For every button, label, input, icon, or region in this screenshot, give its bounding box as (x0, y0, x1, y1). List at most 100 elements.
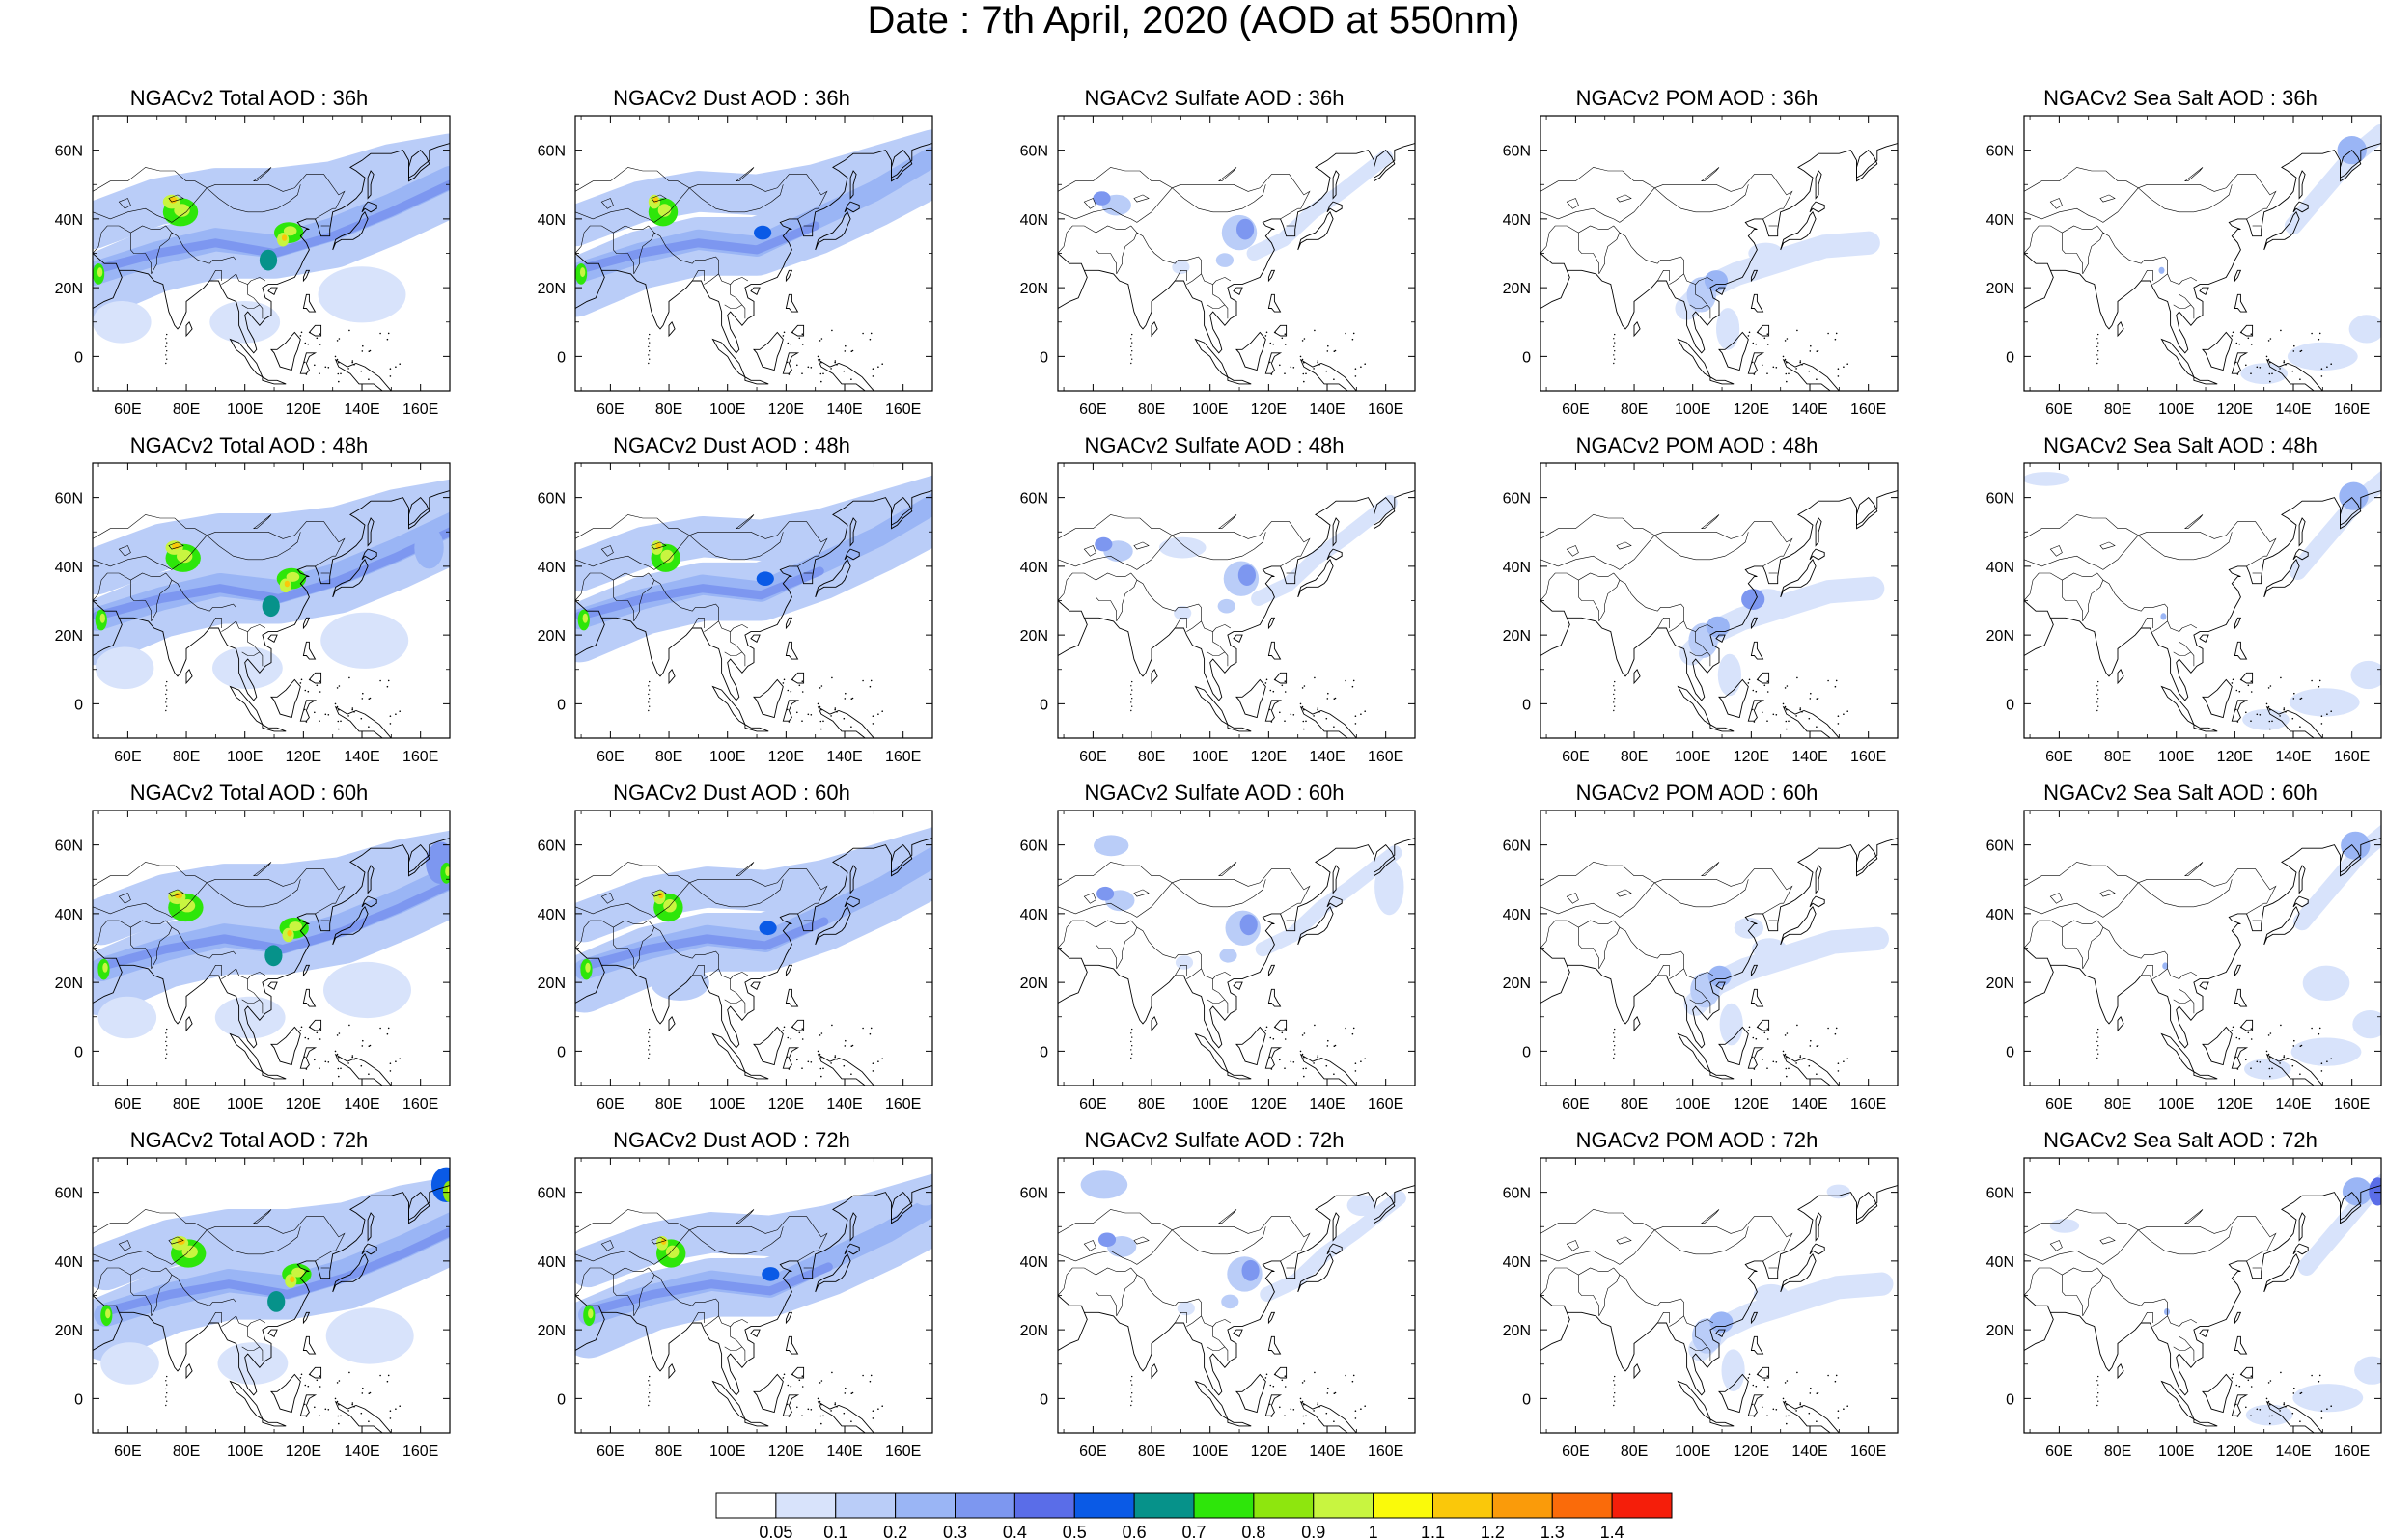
island-dot (1752, 361, 1754, 364)
panel-title: NGACv2 POM AOD : 48h (1575, 433, 1818, 457)
island-dot (2235, 1384, 2238, 1387)
coastline (601, 490, 932, 701)
island-outline (815, 210, 851, 251)
island-dot (1786, 338, 1789, 340)
y-tick-label: 20N (1020, 1323, 1048, 1339)
country-border (241, 1346, 261, 1351)
island-dot (1766, 720, 1768, 722)
island-outline (2340, 843, 2362, 877)
island-outline (2193, 1418, 2218, 1427)
island-outline (1273, 672, 1288, 684)
country-border (236, 620, 266, 632)
island-dot (1327, 692, 1329, 695)
island-dot (1613, 693, 1615, 696)
aod-patch (1219, 949, 1237, 963)
x-tick-label: 100E (1192, 1096, 1228, 1113)
island-dot (336, 705, 339, 708)
aod-patch (2164, 1308, 2170, 1316)
x-tick-label: 120E (768, 749, 804, 765)
coastlines (1058, 490, 1415, 738)
island-dot (1303, 1075, 1305, 1078)
aod-patch (1236, 218, 1255, 240)
island-outline (2292, 201, 2309, 213)
y-tick-label: 40N (1020, 907, 1048, 923)
island-dot (1130, 1380, 1132, 1382)
island-dot (316, 1379, 319, 1382)
country-border (1689, 304, 1708, 309)
island-dot (2326, 1408, 2328, 1410)
x-tick-label: 100E (1192, 401, 1228, 418)
island-outline (334, 705, 392, 738)
island-outline (1856, 1191, 1878, 1224)
coastline (575, 253, 605, 309)
island-dot (788, 1068, 791, 1070)
y-tick-label: 0 (74, 697, 83, 713)
island-outline (1194, 1032, 1229, 1073)
x-tick-label: 80E (173, 401, 200, 418)
island-dot (1130, 362, 1132, 365)
island-dot (1360, 713, 1362, 715)
island-dot (369, 1044, 372, 1047)
y-tick-label: 20N (55, 628, 83, 645)
island-dot (2259, 1061, 2262, 1063)
island-outline (1299, 358, 1357, 391)
country-border (207, 1226, 301, 1255)
x-tick-label: 140E (344, 1444, 379, 1460)
country-border (2024, 1209, 2139, 1234)
island-dot (648, 693, 650, 696)
island-dot (2280, 676, 2282, 679)
island-dot (2318, 685, 2320, 688)
island-dot (1334, 697, 1337, 700)
island-dot (844, 350, 847, 352)
island-outline (408, 149, 430, 182)
island-dot (166, 350, 168, 352)
country-border (1172, 532, 1266, 561)
island-dot (379, 679, 381, 682)
island-dot (649, 358, 651, 360)
island-dot (819, 1400, 821, 1403)
island-dot (1755, 1385, 1758, 1388)
country-border (2082, 926, 2168, 979)
island-outline (2298, 517, 2306, 547)
island-dot (351, 707, 354, 709)
aod-field (1540, 811, 1898, 1086)
island-dot (2271, 372, 2273, 375)
lake-outline (168, 541, 184, 550)
island-dot (387, 332, 390, 335)
island-outline (2202, 678, 2233, 719)
island-dot (1284, 1028, 1287, 1030)
island-dot (843, 717, 846, 720)
island-dot (2291, 370, 2294, 372)
island-outline (844, 1243, 860, 1255)
aod-field (2024, 463, 2381, 738)
island-dot (2267, 705, 2270, 708)
coastline (1058, 600, 1088, 656)
island-dot (2265, 1050, 2268, 1053)
y-tick-label: 40N (55, 212, 83, 229)
country-border (93, 1216, 346, 1265)
island-dot (1299, 1050, 1302, 1053)
x-tick-label: 60E (2045, 1444, 2072, 1460)
island-outline (302, 988, 317, 1007)
country-border (241, 304, 261, 309)
colorbar-label: 0.1 (823, 1523, 847, 1540)
aod-peak (665, 1245, 680, 1258)
island-outline (1750, 269, 1759, 283)
aod-patch (212, 646, 283, 690)
country-border (93, 521, 346, 570)
island-dot (2232, 1373, 2234, 1376)
island-outline (2199, 981, 2209, 990)
island-outline (1809, 548, 1825, 561)
island-outline (785, 988, 799, 1007)
country-border (1762, 902, 1781, 915)
island-outline (1633, 668, 1641, 685)
island-outline (332, 1252, 369, 1293)
coastlines (1058, 143, 1415, 391)
country-border (1207, 1346, 1226, 1351)
country-border (2082, 1274, 2168, 1327)
x-tick-label: 80E (655, 401, 682, 418)
